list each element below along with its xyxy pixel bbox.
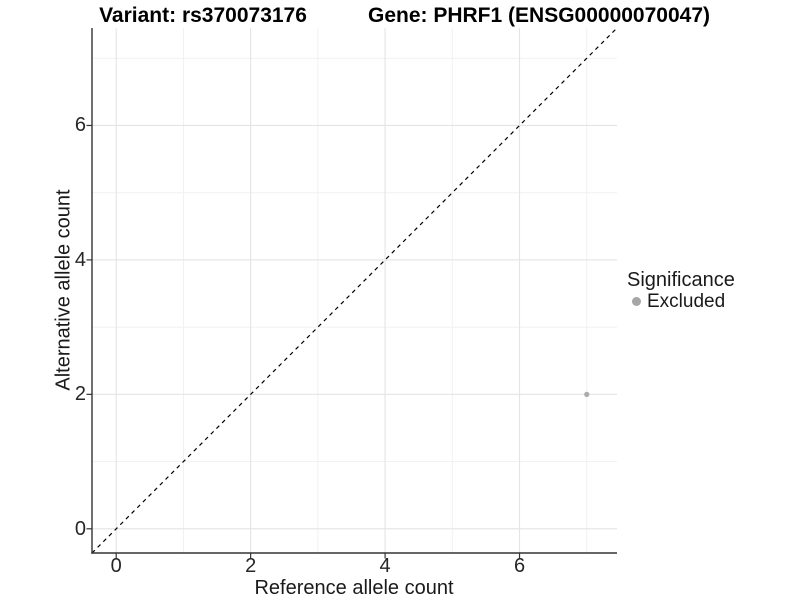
legend-point-icon xyxy=(632,296,641,306)
x-tick-label: 2 xyxy=(245,555,257,577)
y-tick-label: 2 xyxy=(74,383,86,406)
x-axis-title: Reference allele count xyxy=(254,577,454,599)
data-point xyxy=(584,391,590,397)
y-axis-title: Alternative allele count xyxy=(52,189,75,391)
legend-item-excluded: Excluded xyxy=(627,290,735,312)
y-tick-label: 0 xyxy=(74,517,86,540)
y-tick-label: 4 xyxy=(74,248,86,271)
legend-entry-label: Excluded xyxy=(647,290,726,312)
x-tick-label: 0 xyxy=(110,555,122,577)
y-tick-label: 6 xyxy=(74,114,86,137)
plot-title-gene: Gene: PHRF1 (ENSG00000070047) xyxy=(368,4,710,27)
x-tick-label: 4 xyxy=(379,555,391,577)
x-tick-label: 6 xyxy=(513,555,526,577)
plot-title-variant: Variant: rs370073176 xyxy=(99,4,307,27)
identity-line xyxy=(91,27,618,554)
legend-title: Significance xyxy=(627,269,735,291)
legend: Significance Excluded xyxy=(627,269,735,312)
